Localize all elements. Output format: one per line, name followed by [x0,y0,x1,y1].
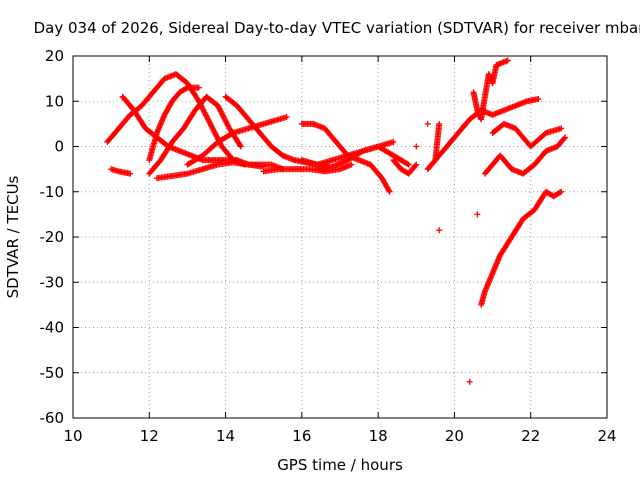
data-point [127,170,134,177]
x-tick-label: 10 [63,427,82,445]
data-point [556,189,563,196]
data-point [386,188,393,195]
y-axis-label: SDTVAR / TECUs [4,175,22,298]
plot-frame [72,55,608,419]
data-point [424,120,431,127]
x-tick-label: 12 [140,427,159,445]
data-point [466,378,473,385]
x-tick-label: 20 [445,427,464,445]
y-tick-label: -40 [40,319,65,337]
data-point [390,138,397,145]
data-point [237,143,244,150]
data-point [474,211,481,218]
data-point [436,120,443,127]
data-point [558,188,565,195]
y-tick-label: -60 [40,409,65,427]
y-tick-label: 0 [54,138,64,156]
y-tick-label: -10 [40,183,65,201]
data-point [358,148,365,155]
data-point [436,227,443,234]
data-point [283,114,290,121]
y-tick-label: 20 [45,47,64,65]
data-point [183,85,190,92]
grid [73,56,607,418]
y-tick-label: -50 [40,364,65,382]
y-tick-label: -30 [40,273,65,291]
axis-ticks: 10 12 14 16 18 20 22 24 -60 -50 -40 -30 -20 -10 0 10 20 [40,47,617,445]
data-point [228,130,235,137]
x-axis-label: GPS time / hours [277,456,403,474]
data-point [413,161,420,168]
data-point [535,95,542,102]
data-point [237,142,244,149]
data-point [404,160,411,167]
x-tick-label: 24 [597,427,616,445]
data-point [348,161,355,168]
x-tick-label: 18 [369,427,388,445]
x-tick-label: 16 [292,427,311,445]
data-point [562,134,569,141]
x-tick-label: 14 [216,427,235,445]
y-tick-label: -20 [40,228,65,246]
data-point [405,161,412,168]
chart-title: Day 034 of 2026, Sidereal Day-to-day VTE… [34,19,640,37]
y-tick-label: 10 [45,92,64,110]
data-point [561,135,568,142]
x-tick-label: 22 [521,427,540,445]
data-points [104,57,569,385]
data-point [412,162,419,169]
data-point [195,84,202,91]
data-point [558,125,565,132]
data-point [504,57,511,64]
data-point [413,143,420,150]
